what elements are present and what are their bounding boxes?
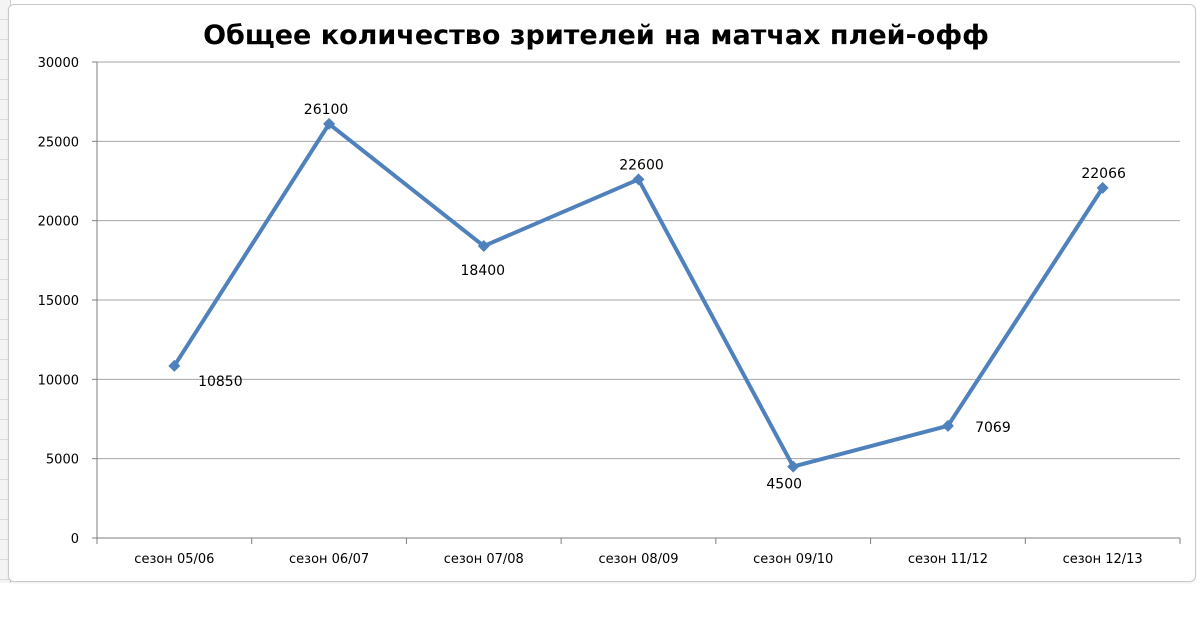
x-tick-label: сезон 07/08: [444, 552, 524, 567]
x-tick-label: сезон 08/09: [598, 552, 678, 567]
y-tick-label: 20000: [38, 215, 79, 230]
x-axis-ticks: сезон 05/06 сезон 06/07 сезон 07/08 сезон 0…: [134, 552, 1142, 567]
data-label: 10850: [198, 374, 243, 390]
data-point-marker[interactable]: [323, 117, 336, 130]
data-label: 18400: [461, 263, 506, 279]
series: [168, 117, 1109, 473]
data-point-marker[interactable]: [477, 240, 490, 253]
x-tick-label: сезон 06/07: [289, 552, 369, 567]
chart-title: Общее количество зрителей на матчах плей…: [203, 20, 989, 51]
y-axis-ticks: 0 5000 10000 15000 20000 25000 30000: [38, 56, 79, 547]
data-label: 7069: [975, 420, 1011, 436]
x-tick-label: сезон 12/13: [1063, 552, 1143, 567]
axes: [92, 61, 1181, 544]
data-labels: 10850 26100 18400 22600 4500 7069 22066: [198, 102, 1126, 493]
data-label: 26100: [304, 102, 349, 118]
data-label: 22066: [1081, 166, 1126, 182]
y-tick-label: 25000: [38, 135, 79, 150]
data-point-marker[interactable]: [787, 460, 800, 473]
y-tick-label: 15000: [38, 294, 79, 309]
gridlines: [97, 61, 1180, 460]
x-tick-label: сезон 11/12: [908, 552, 988, 567]
y-tick-label: 5000: [46, 453, 79, 468]
y-tick-label: 0: [71, 532, 79, 547]
x-tick-label: сезон 05/06: [134, 552, 214, 567]
y-tick-label: 30000: [38, 56, 79, 71]
data-point-marker[interactable]: [941, 419, 954, 432]
x-tick-label: сезон 09/10: [753, 552, 833, 567]
data-point-marker[interactable]: [168, 359, 181, 372]
data-point-marker[interactable]: [1096, 181, 1109, 194]
data-label: 4500: [766, 477, 802, 493]
data-label: 22600: [619, 157, 664, 173]
y-tick-label: 10000: [38, 373, 79, 388]
data-point-marker[interactable]: [632, 173, 645, 186]
chart-area[interactable]: [8, 4, 1196, 582]
